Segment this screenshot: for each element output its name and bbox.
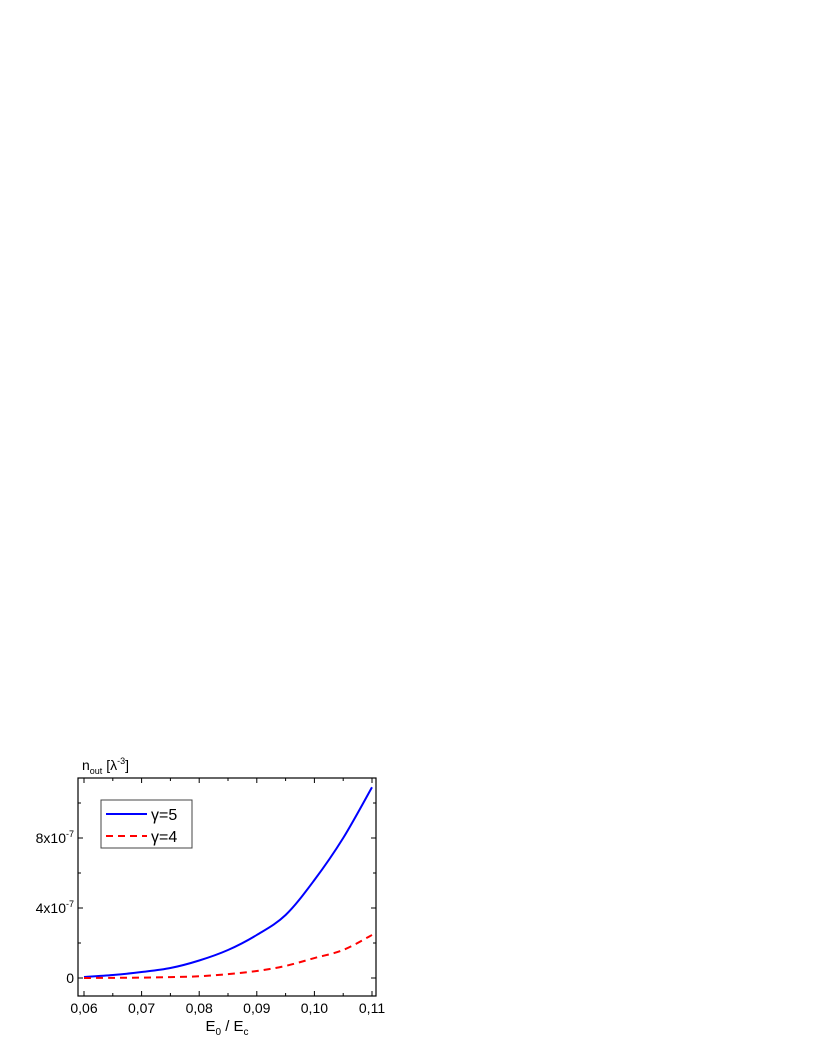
legend-box [100,799,193,849]
x-axis-label: E0 / Ec [205,1018,248,1038]
y-tick-label: 4x10-7 [36,899,74,916]
x-tick-label: 0,10 [301,1000,328,1016]
x-tick-label: 0,08 [186,1000,213,1016]
x-tick-label: 0,09 [243,1000,270,1016]
y-tick-label: 0 [66,970,74,986]
legend-label-0: γ=5 [151,807,177,824]
series-line-1 [83,934,373,979]
x-tick-label: 0,06 [70,1000,97,1016]
series-lines [83,786,373,979]
x-tick-label: 0,07 [128,1000,155,1016]
y-axis-label: nout [λ-3] [82,756,129,776]
ticks: 0,06 0,07 0,08 0,09 0,10 0,11 0 4x10-7 8x10-7 [36,778,385,1016]
y-tick-label: 8x10-7 [36,829,74,846]
legend: γ=5 γ=4 [100,799,193,849]
legend-label-1: γ=4 [151,829,177,846]
series-line-0 [83,786,373,978]
x-tick-label: 0,11 [359,1000,385,1016]
plot-frame [77,777,377,997]
